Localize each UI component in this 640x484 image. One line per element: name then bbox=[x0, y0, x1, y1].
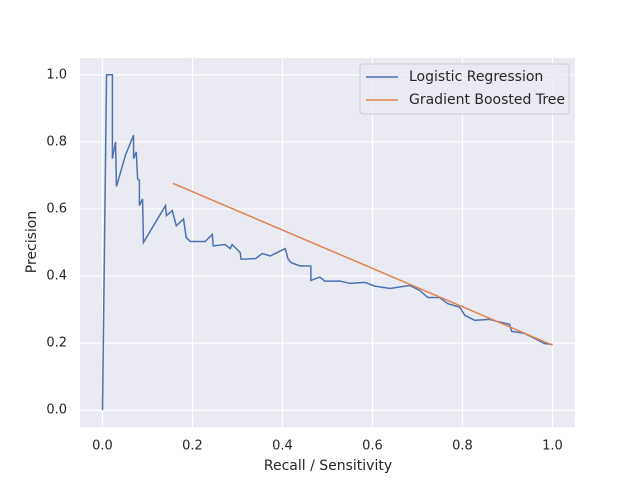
x-tick-label: 0.8 bbox=[452, 439, 473, 454]
x-tick-label: 1.0 bbox=[542, 439, 563, 454]
x-tick-label: 0.4 bbox=[272, 439, 293, 454]
lines bbox=[101, 74, 553, 411]
x-tick-label: 0.2 bbox=[182, 439, 203, 454]
y-tick-label: 0.4 bbox=[46, 269, 67, 284]
y-tick-label: 1.0 bbox=[46, 67, 67, 82]
series-line bbox=[172, 182, 553, 346]
x-axis-label: Recall / Sensitivity bbox=[264, 458, 392, 474]
y-tick-label: 0.6 bbox=[46, 201, 67, 216]
legend-label: Gradient Boosted Tree bbox=[409, 92, 565, 108]
y-tick-label: 0.2 bbox=[46, 336, 67, 351]
grid bbox=[80, 58, 575, 427]
series-line bbox=[101, 74, 553, 411]
x-tick-label: 0.6 bbox=[362, 439, 383, 454]
legend-box bbox=[359, 63, 570, 115]
y-axis-label: Precision bbox=[24, 211, 40, 273]
x-tick-label: 0.0 bbox=[92, 439, 113, 454]
legend-label: Logistic Regression bbox=[409, 69, 543, 85]
y-tick-label: 0.0 bbox=[46, 403, 67, 418]
legend: Logistic Regression Gradient Boosted Tree bbox=[359, 63, 570, 115]
y-tick-label: 0.8 bbox=[46, 134, 67, 149]
plot-area bbox=[80, 58, 575, 427]
